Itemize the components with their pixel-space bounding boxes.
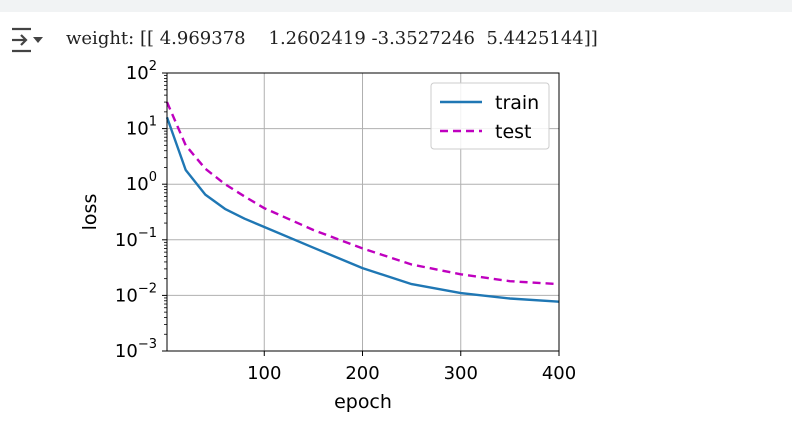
y-tick-label: 102 [126,59,157,84]
y-tick-base: 10 [126,119,149,140]
y-tick-label: 10−1 [115,226,157,251]
y-tick-base: 10 [126,63,149,84]
y-tick-exponent: 0 [149,170,157,185]
x-tick-label: 100 [247,363,281,384]
y-tick-exponent: −3 [138,337,157,352]
y-tick-label: 100 [126,170,157,195]
y-tick-base: 10 [126,174,149,195]
x-tick-label: 400 [542,363,576,384]
y-tick-base: 10 [115,230,138,251]
y-tick-label: 101 [126,115,157,140]
cell-top-bar [0,0,792,12]
series-train-line [165,116,560,303]
weight-output-text: weight: [[ 4.969378 1.2602419 -3.3527246… [66,28,598,49]
output-collapse-button[interactable] [8,26,44,54]
y-tick-label: 10−2 [115,281,157,306]
y-tick-base: 10 [115,285,138,306]
chart-legend: train test [430,82,550,150]
chart-grid [167,73,559,351]
y-tick-exponent: 2 [149,59,157,74]
x-tick-label: 200 [345,363,379,384]
y-tick-exponent: −2 [138,281,157,296]
y-tick-base: 10 [115,341,138,362]
y-axis-label: loss [79,194,101,231]
series-test-line [165,101,560,286]
legend-box [430,82,550,150]
legend-label-train: train [495,92,539,114]
x-tick-label: 300 [444,363,478,384]
y-tick-label: 10−3 [115,337,157,362]
y-tick-exponent: 1 [149,115,157,130]
chart-series [165,101,560,303]
x-axis-label: epoch [334,391,392,413]
legend-label-test: test [495,121,532,143]
output-collapse-icon [12,27,43,53]
y-tick-exponent: −1 [138,226,157,241]
